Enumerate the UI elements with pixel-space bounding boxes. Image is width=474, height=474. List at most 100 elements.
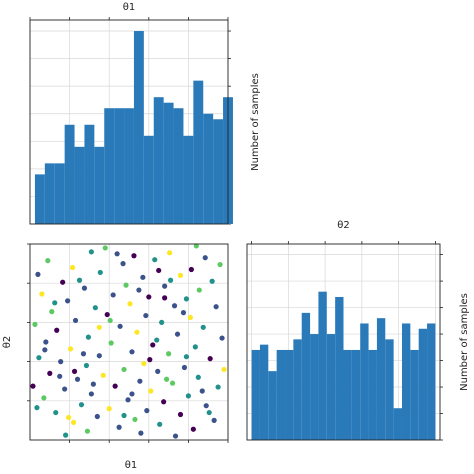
scatter-point bbox=[185, 393, 191, 399]
scatter-point bbox=[183, 354, 190, 360]
scatter-point bbox=[132, 416, 138, 423]
scatter-point bbox=[116, 424, 122, 430]
scatter-point bbox=[136, 287, 142, 293]
scatter-point bbox=[199, 388, 205, 394]
scatter-point bbox=[57, 373, 63, 379]
scatter-point bbox=[97, 269, 103, 276]
histogram-bar bbox=[203, 113, 214, 224]
scatter-point bbox=[146, 294, 152, 300]
scatter-point bbox=[104, 311, 110, 318]
scatter-point bbox=[166, 351, 172, 357]
scatter-point bbox=[60, 279, 66, 285]
histogram-bar bbox=[183, 135, 194, 224]
histogram-bar bbox=[301, 312, 311, 440]
x-axis-label: θ2 bbox=[337, 220, 349, 231]
scatter-point bbox=[42, 347, 48, 353]
scatter-point bbox=[161, 399, 167, 405]
scatter-point bbox=[209, 278, 215, 284]
scatter-point bbox=[164, 376, 170, 382]
scatter-point bbox=[148, 388, 154, 394]
scatter-point bbox=[112, 383, 118, 389]
x-axis-label: θ1 bbox=[125, 460, 137, 471]
scatter-point bbox=[183, 296, 190, 302]
plot-frame bbox=[29, 243, 229, 441]
scatter-point bbox=[217, 261, 223, 268]
histogram-bar bbox=[84, 124, 95, 224]
scatter-point bbox=[193, 243, 199, 249]
scatter-point bbox=[121, 412, 127, 419]
scatter-point bbox=[117, 323, 123, 329]
scatter-point bbox=[125, 397, 131, 403]
scatter-point bbox=[219, 335, 225, 341]
scatter-point bbox=[34, 405, 40, 411]
histogram-bar bbox=[418, 328, 428, 440]
scatter-point bbox=[71, 368, 78, 374]
scatter-point bbox=[187, 314, 193, 321]
histogram-bar bbox=[385, 339, 394, 440]
scatter-point bbox=[32, 321, 38, 327]
scatter-point bbox=[147, 357, 153, 363]
histogram-bar bbox=[310, 334, 319, 440]
scatter-point bbox=[143, 312, 149, 319]
scatter-point bbox=[127, 301, 133, 307]
y-axis-label: Number of samples bbox=[459, 293, 470, 391]
scatter-point bbox=[96, 324, 102, 330]
scatter-point bbox=[172, 433, 179, 439]
scatter-point bbox=[94, 413, 100, 420]
y-axis-label: θ2 bbox=[2, 336, 13, 348]
histogram-bar bbox=[213, 119, 224, 224]
scatter-point bbox=[85, 334, 92, 340]
scatter-point bbox=[81, 285, 88, 291]
histogram-bar bbox=[326, 334, 336, 440]
scatter-point bbox=[181, 364, 188, 371]
scatter-point bbox=[114, 251, 120, 257]
histogram-bar bbox=[318, 291, 327, 440]
scatter-point bbox=[207, 356, 213, 362]
scatter-point bbox=[69, 264, 76, 271]
plot-frame bbox=[29, 19, 229, 225]
histogram-bar bbox=[251, 349, 260, 440]
histogram-bar bbox=[427, 323, 436, 440]
histogram-bar bbox=[285, 349, 294, 440]
histogram-bar bbox=[133, 31, 144, 225]
scatter-point bbox=[88, 249, 94, 255]
scatter-point bbox=[47, 370, 53, 376]
histogram-bar bbox=[143, 135, 154, 224]
scatter-point bbox=[53, 409, 59, 416]
histogram-bar bbox=[376, 318, 386, 440]
scatter-point bbox=[41, 395, 47, 401]
scatter-point bbox=[39, 291, 45, 297]
scatter-point bbox=[66, 414, 72, 421]
scatter-panel: θ1 θ2 bbox=[2, 243, 229, 471]
scatter-point bbox=[72, 317, 79, 324]
x-axis-label: θ1 bbox=[123, 2, 135, 13]
histogram-bar bbox=[74, 146, 85, 224]
scatter-point bbox=[63, 432, 69, 438]
scatter-point bbox=[84, 428, 91, 434]
scatter-point bbox=[180, 310, 187, 316]
histogram-bar bbox=[64, 124, 75, 224]
histogram-bar bbox=[259, 344, 269, 440]
histogram-bar bbox=[193, 80, 204, 224]
histogram-bar bbox=[44, 163, 55, 224]
scatter-point bbox=[36, 355, 42, 361]
scatter-point bbox=[52, 300, 58, 306]
scatter-point bbox=[58, 359, 64, 365]
scatter-point bbox=[107, 317, 113, 324]
scatter-point bbox=[65, 298, 71, 304]
scatter-point bbox=[134, 329, 140, 335]
scatter-point bbox=[188, 266, 194, 273]
scatter-point bbox=[203, 403, 209, 409]
scatter-point bbox=[96, 353, 102, 359]
scatter-point bbox=[144, 408, 150, 414]
scatter-point bbox=[49, 309, 55, 315]
histogram-bar bbox=[343, 349, 352, 440]
scatter-point bbox=[200, 324, 206, 330]
scatter-point bbox=[171, 303, 178, 309]
scatter-point bbox=[100, 372, 106, 378]
scatter-point bbox=[67, 346, 74, 352]
histogram-bar bbox=[276, 349, 286, 440]
scatter-point bbox=[169, 380, 176, 386]
scatter-point bbox=[152, 257, 158, 263]
scatter-point bbox=[30, 383, 36, 389]
